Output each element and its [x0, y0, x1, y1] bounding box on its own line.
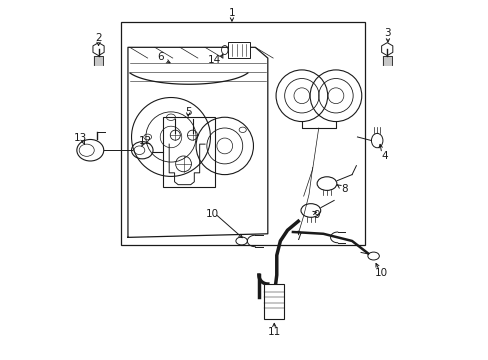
Text: 11: 11	[267, 327, 280, 337]
Text: 13: 13	[74, 133, 87, 143]
Text: 7: 7	[294, 232, 301, 242]
Text: 4: 4	[380, 151, 387, 161]
Text: 3: 3	[384, 28, 390, 38]
Text: 2: 2	[95, 33, 102, 43]
Text: 12: 12	[139, 136, 152, 146]
Text: 8: 8	[340, 184, 347, 194]
Text: 1: 1	[228, 8, 235, 18]
Text: 5: 5	[184, 107, 191, 117]
Text: 10: 10	[205, 209, 218, 219]
Bar	[121, 22, 364, 244]
Text: 9: 9	[312, 210, 319, 220]
Bar	[264, 284, 284, 319]
Text: 10: 10	[374, 268, 387, 278]
Bar	[163, 117, 215, 187]
Bar	[228, 42, 249, 58]
Text: 14: 14	[208, 54, 221, 64]
Text: 6: 6	[157, 52, 163, 62]
